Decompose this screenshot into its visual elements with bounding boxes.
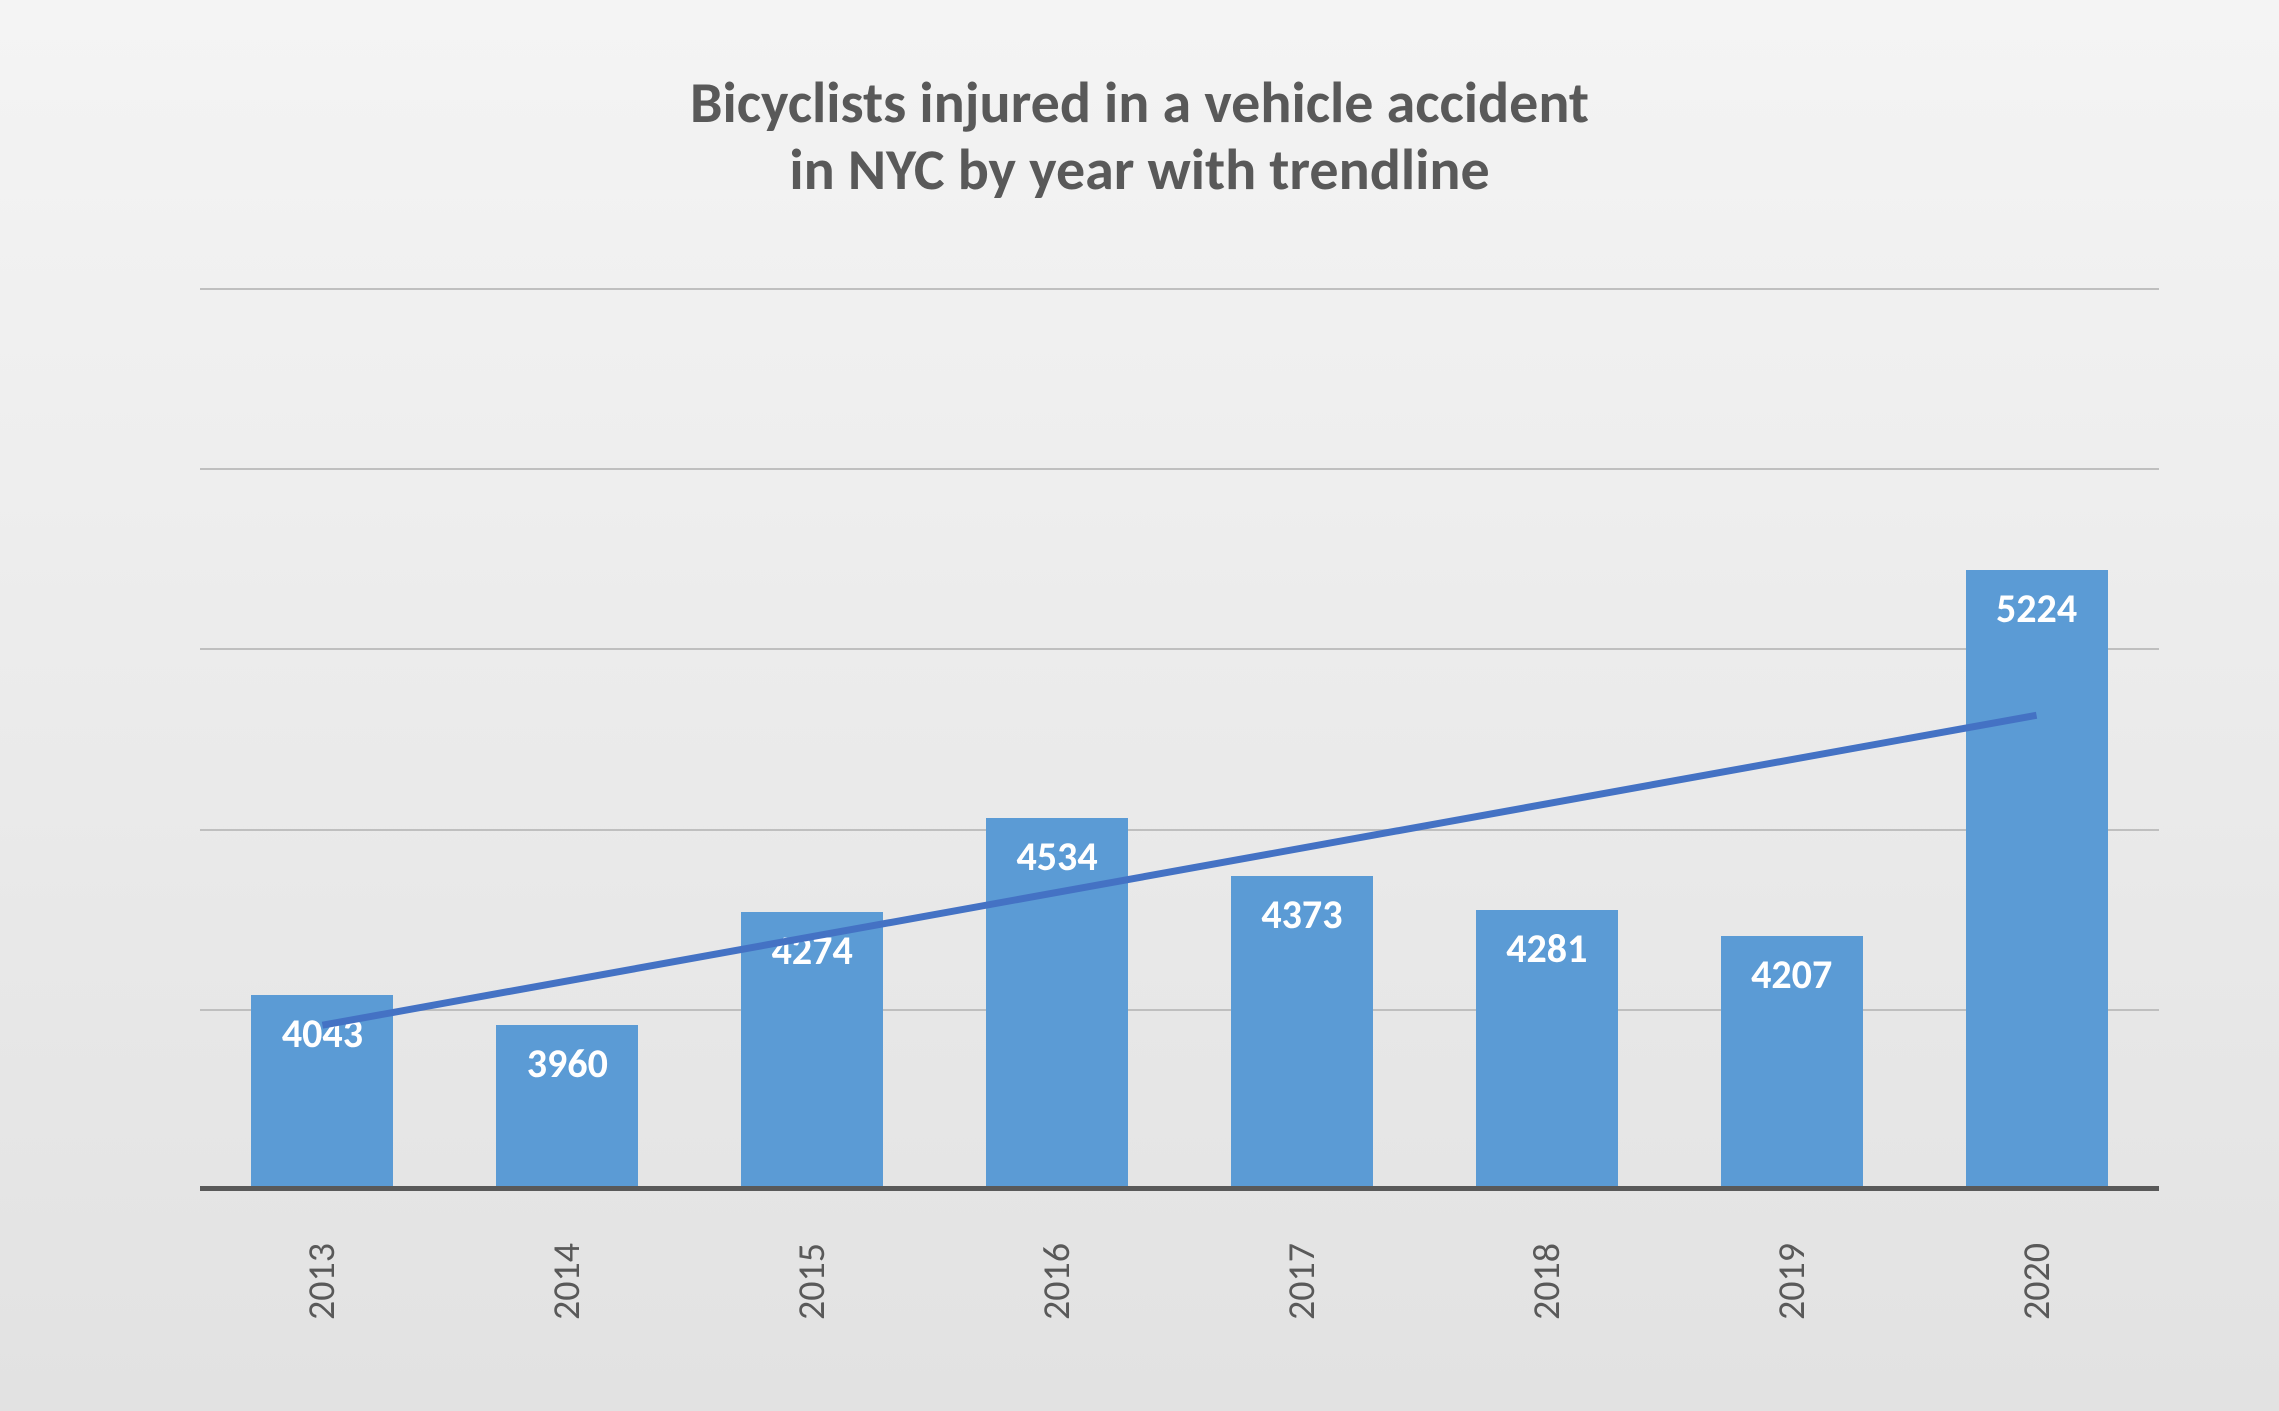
x-axis-label: 2020: [2014, 1243, 2060, 1320]
x-axis-labels: 2013 2014 2015 2016 2017 2018 2019 2020: [200, 1211, 2159, 1411]
bar-slot: 4207: [1669, 290, 1914, 1191]
title-line-1: Bicyclists injured in a vehicle accident: [690, 67, 1589, 138]
x-label-slot: 2017: [1180, 1211, 1425, 1411]
x-axis-label: 2019: [1769, 1243, 1815, 1320]
bar: 4274: [741, 912, 883, 1191]
x-axis-label: 2015: [789, 1243, 835, 1320]
bar: 4534: [986, 818, 1128, 1191]
bar-slot: 4373: [1180, 290, 1425, 1191]
chart-container: Bicyclists injured in a vehicle accident…: [0, 0, 2279, 1411]
bar-slot: 4534: [935, 290, 1180, 1191]
x-axis-label: 2016: [1034, 1243, 1080, 1320]
bar: 5224: [1966, 570, 2108, 1191]
x-label-slot: 2018: [1424, 1211, 1669, 1411]
bar: 4281: [1476, 910, 1618, 1191]
bar: 3960: [496, 1025, 638, 1191]
bar-slot: 4043: [200, 290, 445, 1191]
x-label-slot: 2020: [1914, 1211, 2159, 1411]
bar-value-label: 4373: [1231, 890, 1373, 939]
bar-value-label: 4281: [1476, 924, 1618, 973]
bars-group: 4043 3960 4274 4534 4373 4281 4207 5224: [200, 290, 2159, 1191]
x-label-slot: 2015: [690, 1211, 935, 1411]
x-axis-line: [200, 1186, 2159, 1191]
bar-slot: 5224: [1914, 290, 2159, 1191]
title-line-2: in NYC by year with trendline: [789, 134, 1489, 205]
bar-slot: 3960: [445, 290, 690, 1191]
bar: 4207: [1721, 936, 1863, 1191]
bar-value-label: 3960: [496, 1039, 638, 1088]
x-axis-label: 2017: [1279, 1243, 1325, 1320]
bar: 4373: [1231, 876, 1373, 1191]
bar-slot: 4274: [690, 290, 935, 1191]
bar-value-label: 4534: [986, 832, 1128, 881]
x-axis-label: 2013: [299, 1243, 345, 1320]
chart-title: Bicyclists injured in a vehicle accident…: [0, 70, 2279, 203]
bar-value-label: 4274: [741, 926, 883, 975]
x-label-slot: 2013: [200, 1211, 445, 1411]
x-axis-label: 2014: [544, 1243, 590, 1320]
bar-value-label: 4043: [251, 1009, 393, 1058]
x-label-slot: 2014: [445, 1211, 690, 1411]
bar-value-label: 4207: [1721, 950, 1863, 999]
bar-value-label: 5224: [1966, 584, 2108, 633]
x-axis-label: 2018: [1524, 1243, 1570, 1320]
bar-slot: 4281: [1424, 290, 1669, 1191]
bar: 4043: [251, 995, 393, 1191]
x-label-slot: 2016: [935, 1211, 1180, 1411]
x-label-slot: 2019: [1669, 1211, 1914, 1411]
plot-area: 4043 3960 4274 4534 4373 4281 4207 5224: [200, 290, 2159, 1191]
